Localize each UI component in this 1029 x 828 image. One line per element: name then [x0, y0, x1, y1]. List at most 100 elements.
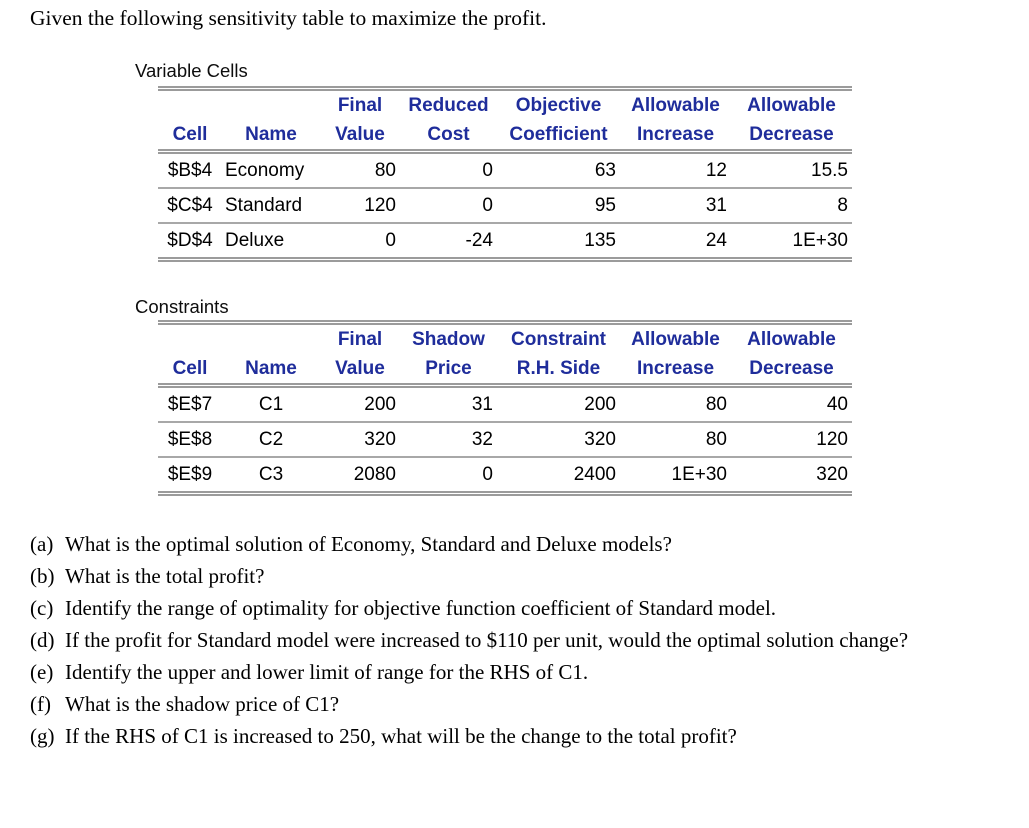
allowable-decrease: 40: [826, 394, 848, 415]
cell-ref: $E$9: [167, 464, 213, 485]
allowable-increase: 1E+30: [671, 464, 727, 485]
variable-cells-table: Cell Name Final Value Reduced Cost Objecti…: [158, 86, 852, 262]
question-label: (e): [30, 660, 54, 684]
header-line2: Cell: [172, 124, 208, 145]
question-text: What is the total profit?: [65, 564, 265, 588]
row-separator: [158, 187, 852, 189]
question-label: (f): [30, 692, 51, 716]
header-line2: Value: [335, 358, 385, 379]
question-item: (d) If the profit for Standard model wer…: [30, 624, 970, 656]
objective-coefficient: 135: [584, 230, 616, 251]
allowable-increase: 31: [705, 195, 727, 216]
cell-ref: $D$4: [167, 230, 213, 251]
column-header-name: Name: [222, 91, 320, 149]
header-line1: Allowable: [747, 329, 836, 350]
question-item: (b) What is the total profit?: [30, 560, 970, 592]
reduced-cost: 0: [482, 195, 493, 216]
row-name: C1: [258, 394, 284, 415]
table-row: $E$9 C3 2080 0 2400 1E+30 320: [158, 458, 852, 491]
column-header-reduced-cost: Reduced Cost: [400, 91, 497, 149]
cell-ref: $C$4: [167, 195, 213, 216]
header-line1: Allowable: [631, 95, 720, 116]
column-header-allowable-decrease: Allowable Decrease: [731, 91, 852, 149]
header-line2: Decrease: [749, 358, 834, 379]
column-header-cell: Cell: [158, 325, 222, 383]
question-item: (g) If the RHS of C1 is increased to 250…: [30, 720, 970, 752]
header-line1: Constraint: [511, 329, 606, 350]
allowable-increase: 80: [705, 394, 727, 415]
header-line1: [158, 91, 222, 120]
header-line2: Decrease: [749, 124, 834, 145]
header-line2: Coefficient: [509, 124, 608, 145]
header-line1: Allowable: [631, 329, 720, 350]
header-line2: Value: [335, 124, 385, 145]
question-text: What is the shadow price of C1?: [65, 692, 340, 716]
objective-coefficient: 63: [594, 160, 616, 181]
cell-ref: $E$8: [167, 429, 213, 450]
column-header-final-value: Final Value: [320, 91, 400, 149]
table-row: $C$4 Standard 120 0 95 31 8: [158, 189, 852, 222]
header-line1: Objective: [515, 95, 602, 116]
allowable-decrease: 320: [816, 464, 848, 485]
question-text: If the profit for Standard model were in…: [65, 628, 909, 652]
header-line1: [222, 325, 320, 354]
allowable-increase: 80: [705, 429, 727, 450]
variable-cells-header-row: Cell Name Final Value Reduced Cost Objecti…: [158, 91, 852, 149]
question-label: (g): [30, 724, 55, 748]
final-value: 200: [364, 394, 396, 415]
final-value: 80: [374, 160, 396, 181]
header-line2: Name: [245, 124, 297, 145]
question-item: (c) Identify the range of optimality for…: [30, 592, 970, 624]
final-value: 0: [385, 230, 396, 251]
question-label: (a): [30, 532, 54, 556]
allowable-decrease: 8: [837, 195, 848, 216]
question-item: (f) What is the shadow price of C1?: [30, 688, 970, 720]
header-line2: Name: [245, 358, 297, 379]
table-row: $E$8 C2 320 32 320 80 120: [158, 423, 852, 456]
shadow-price: 0: [482, 464, 493, 485]
header-line1: Shadow: [412, 329, 485, 350]
reduced-cost: -24: [465, 230, 493, 251]
column-header-final-value: Final Value: [320, 325, 400, 383]
allowable-decrease: 1E+30: [792, 230, 848, 251]
final-value: 2080: [353, 464, 396, 485]
column-header-name: Name: [222, 325, 320, 383]
cell-ref: $B$4: [167, 160, 213, 181]
constraints-table: Cell Name Final Value Shadow Price Constra…: [158, 320, 852, 496]
header-line1: Reduced: [408, 95, 489, 116]
table-bottom-rule: [158, 491, 852, 496]
header-line1: [158, 325, 222, 354]
header-line2: Price: [425, 358, 472, 379]
row-separator: [158, 456, 852, 458]
variable-cells-section-label: Variable Cells: [135, 60, 248, 81]
question-text: Identify the upper and lower limit of ra…: [65, 660, 589, 684]
allowable-increase: 12: [705, 160, 727, 181]
column-header-allowable-increase: Allowable Increase: [620, 91, 731, 149]
column-header-constraint-rhs: Constraint R.H. Side: [497, 325, 620, 383]
table-rule: [158, 383, 852, 388]
header-line1: Allowable: [747, 95, 836, 116]
column-header-cell: Cell: [158, 91, 222, 149]
cell-ref: $E$7: [167, 394, 213, 415]
row-separator: [158, 421, 852, 423]
table-bottom-rule: [158, 257, 852, 262]
header-line1: Final: [337, 329, 383, 350]
constraints-section-label: Constraints: [135, 296, 229, 317]
question-label: (c): [30, 596, 54, 620]
question-label: (d): [30, 628, 55, 652]
question-text: Identify the range of optimality for obj…: [65, 596, 777, 620]
header-line1: Final: [337, 95, 383, 116]
table-rule: [158, 86, 852, 91]
table-row: $B$4 Economy 80 0 63 12 15.5: [158, 154, 852, 187]
constraint-rhs: 200: [584, 394, 616, 415]
header-line2: Increase: [636, 358, 715, 379]
table-rule: [158, 149, 852, 154]
question-text: If the RHS of C1 is increased to 250, wh…: [65, 724, 737, 748]
final-value: 320: [364, 429, 396, 450]
row-name: C2: [258, 429, 284, 450]
table-row: $D$4 Deluxe 0 -24 135 24 1E+30: [158, 224, 852, 257]
column-header-allowable-increase: Allowable Increase: [620, 325, 731, 383]
shadow-price: 31: [471, 394, 493, 415]
header-line2: R.H. Side: [516, 358, 601, 379]
